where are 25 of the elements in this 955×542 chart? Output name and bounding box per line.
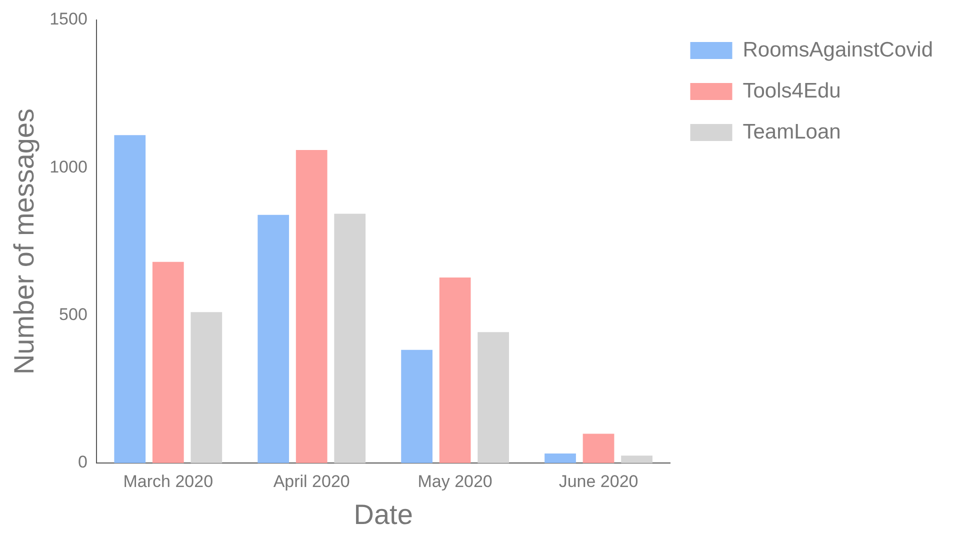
- x-tick-label: April 2020: [273, 472, 350, 491]
- y-tick-label: 1500: [50, 10, 88, 29]
- bar: [114, 135, 146, 463]
- legend-label: TeamLoan: [742, 120, 841, 144]
- y-tick-label: 0: [78, 452, 88, 472]
- bar: [621, 456, 652, 463]
- bar: [190, 312, 222, 463]
- y-tick-label: 500: [59, 305, 88, 324]
- bar: [439, 278, 471, 463]
- legend-label: RoomsAgainstCovid: [742, 38, 934, 62]
- bar: [478, 332, 510, 463]
- x-tick-label: June 2020: [558, 472, 638, 491]
- legend-label: Tools4Edu: [742, 79, 841, 102]
- bar: [334, 214, 366, 463]
- bar: [544, 454, 576, 463]
- x-tick-label: May 2020: [418, 472, 492, 491]
- x-axis-title: Date: [354, 498, 413, 530]
- y-axis-title: Number of messages: [8, 108, 40, 375]
- bar: [401, 350, 432, 463]
- x-tick-label: March 2020: [123, 472, 214, 491]
- bar: [152, 262, 184, 463]
- bar: [582, 434, 614, 463]
- bar: [296, 150, 328, 463]
- y-tick-label: 1000: [50, 157, 88, 176]
- bar: [258, 214, 290, 463]
